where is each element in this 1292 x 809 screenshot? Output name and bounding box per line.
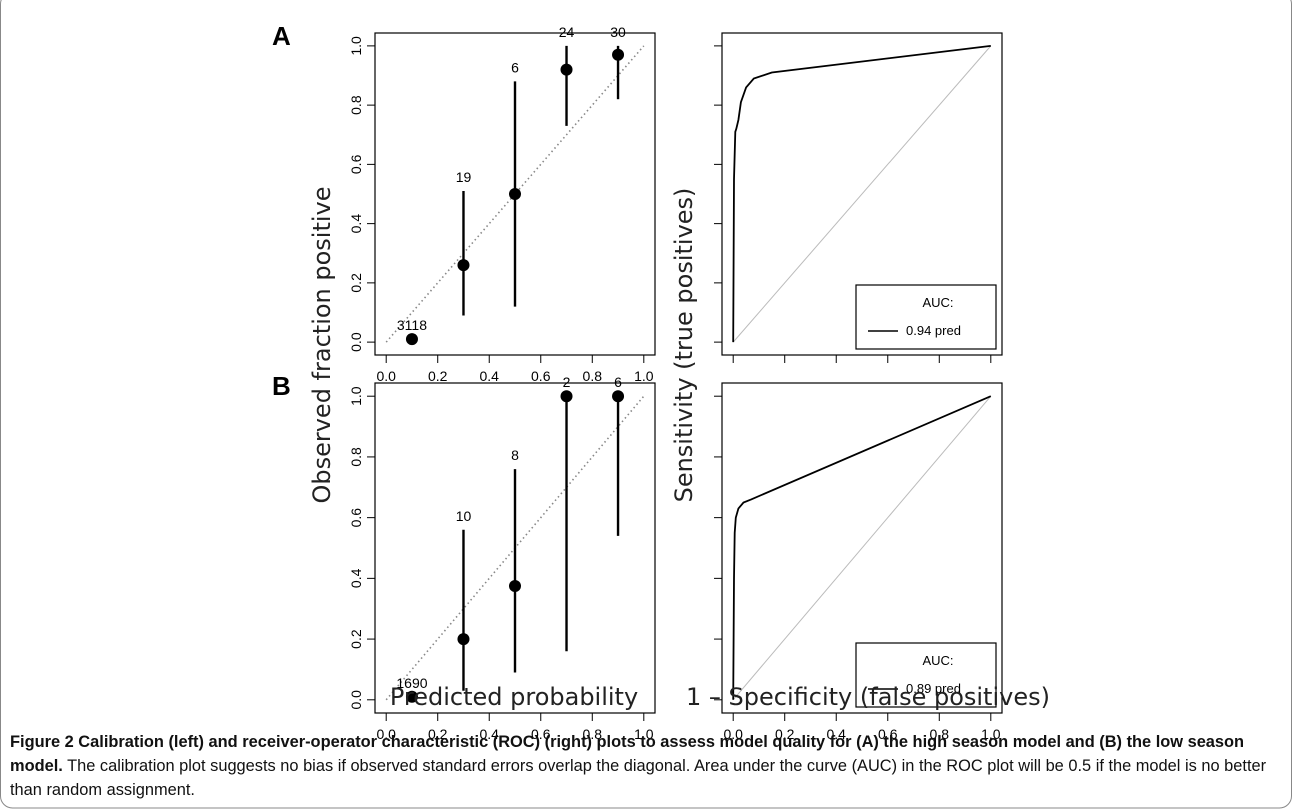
calibration-a-plot: 0.0 0.0 0.2 0.2 0.4 0.4 0.6 0.6 0.8 0.8 1.0 1.0 3118… <box>348 24 656 384</box>
calibration-b-y-tick-label: 0.2 <box>348 629 364 649</box>
calibration-a-y-tick-label: 0.6 <box>348 154 364 174</box>
calibration-a-point <box>509 188 521 200</box>
roc-y-axis-label: Sensitivity (true positives) <box>670 188 698 503</box>
calibration-b-frame <box>374 382 656 714</box>
calibration-a-count-label: 30 <box>610 24 626 40</box>
roc-a-legend: AUC: 0.94 pred <box>855 284 997 350</box>
calibration-a-point <box>457 259 470 272</box>
roc-b-x-tick-label: 0.6 <box>878 726 898 742</box>
calibration-a-y-tick-label: 1.0 <box>348 36 364 56</box>
calibration-a-point <box>560 63 573 76</box>
roc-b-legend-entry: 0.89 pred <box>906 681 961 696</box>
calibration-a-count-label: 19 <box>456 169 472 185</box>
calibration-b-x-tick-label: 1.0 <box>634 726 654 742</box>
calibration-a-x-tick-label: 0.2 <box>428 368 448 384</box>
calibration-y-axis-label: Observed fraction positive <box>308 186 336 503</box>
calibration-b-point <box>405 690 418 703</box>
roc-b-x-tick-label: 0.2 <box>775 726 795 742</box>
roc-b-frame <box>721 382 1003 714</box>
calibration-a-point <box>612 48 625 61</box>
calibration-b-point <box>560 390 573 403</box>
calibration-b-point <box>457 633 470 646</box>
calibration-a-x-tick-label: 0.4 <box>480 368 500 384</box>
calibration-b-x-tick-label: 0.2 <box>428 726 448 742</box>
calibration-b-x-tick-label: 0.8 <box>583 726 603 742</box>
roc-a-curve <box>732 45 991 343</box>
calibration-b-x-tick-label: 0.6 <box>531 726 551 742</box>
calibration-a-x-tick-label: 0.8 <box>583 368 603 384</box>
roc-x-axis-label: 1 – Specificity (false positives) <box>686 683 1050 711</box>
calibration-a-count-label: 3118 <box>397 317 427 333</box>
calibration-a-y-tick-label: 0.8 <box>348 95 364 115</box>
calibration-b-x-tick-label: 0.0 <box>376 726 396 742</box>
roc-b-x-tick-label: 0.4 <box>827 726 847 742</box>
calibration-b-count-label: 2 <box>563 374 571 390</box>
calibration-b-count-label: 1690 <box>396 675 427 691</box>
calibration-a-y-tick-label: 0.0 <box>348 332 364 352</box>
calibration-b-y-tick-label: 0.0 <box>348 690 364 710</box>
calibration-a-y-tick-label: 0.4 <box>348 214 364 234</box>
roc-b-legend-title: AUC: <box>922 653 953 668</box>
roc-a-legend-box <box>855 284 997 350</box>
calibration-b-point <box>612 390 625 403</box>
roc-b-x-tick-label: 1.0 <box>981 726 1001 742</box>
roc-b-legend-box <box>855 642 997 708</box>
calibration-a-x-tick-label: 0.6 <box>531 368 551 384</box>
calibration-b-plot: 0.0 0.0 0.2 0.2 0.4 0.4 0.6 0.6 0.8 0.8 1.0 1.0 1690… <box>348 374 656 742</box>
roc-a-diagonal <box>732 45 992 343</box>
calibration-b-y-tick-label: 0.6 <box>348 508 364 528</box>
calibration-a-count-label: 24 <box>559 24 575 40</box>
roc-b-legend: AUC: 0.89 pred <box>855 642 997 708</box>
calibration-a-point <box>405 333 418 346</box>
roc-a-legend-title: AUC: <box>922 295 953 310</box>
calibration-b-point <box>509 579 521 592</box>
caption-body-text: The calibration plot suggests no bias if… <box>10 757 1267 799</box>
roc-a-plot: AUC: 0.94 pred <box>714 32 1003 363</box>
roc-b-plot: 0.0 0.2 0.4 0.6 0.8 1.0 AUC: 0.89 pred <box>714 382 1003 742</box>
roc-a-legend-entry: 0.94 pred <box>906 323 961 338</box>
roc-b-x-tick-label: 0.8 <box>930 726 950 742</box>
calibration-b-y-tick-label: 0.4 <box>348 568 364 588</box>
calibration-b-count-label: 6 <box>614 374 622 390</box>
calibration-b-y-tick-label: 1.0 <box>348 386 364 406</box>
calibration-a-frame <box>374 32 656 356</box>
calibration-b-count-label: 10 <box>456 508 472 524</box>
roc-b-curve <box>732 395 992 700</box>
calibration-a-y-tick-label: 0.2 <box>348 273 364 293</box>
panel-label-a: A <box>272 21 291 51</box>
calibration-b-count-label: 8 <box>511 447 519 463</box>
roc-b-x-tick-label: 0.0 <box>723 726 743 742</box>
roc-b-diagonal <box>732 395 992 701</box>
calibration-x-axis-label: Predicted probability <box>390 683 638 711</box>
figure-caption: Figure 2 Calibration (left) and receiver… <box>10 730 1282 802</box>
calibration-a-x-tick-label: 1.0 <box>634 368 654 384</box>
caption-bold-text: Figure 2 Calibration (left) and receiver… <box>10 733 1245 775</box>
calibration-a-x-tick-label: 0.0 <box>376 368 396 384</box>
calibration-b-x-tick-label: 0.4 <box>480 726 500 742</box>
panel-label-b: B <box>272 371 291 401</box>
calibration-a-count-label: 6 <box>511 59 519 75</box>
calibration-b-y-tick-label: 0.8 <box>348 447 364 467</box>
roc-a-frame <box>721 32 1003 356</box>
